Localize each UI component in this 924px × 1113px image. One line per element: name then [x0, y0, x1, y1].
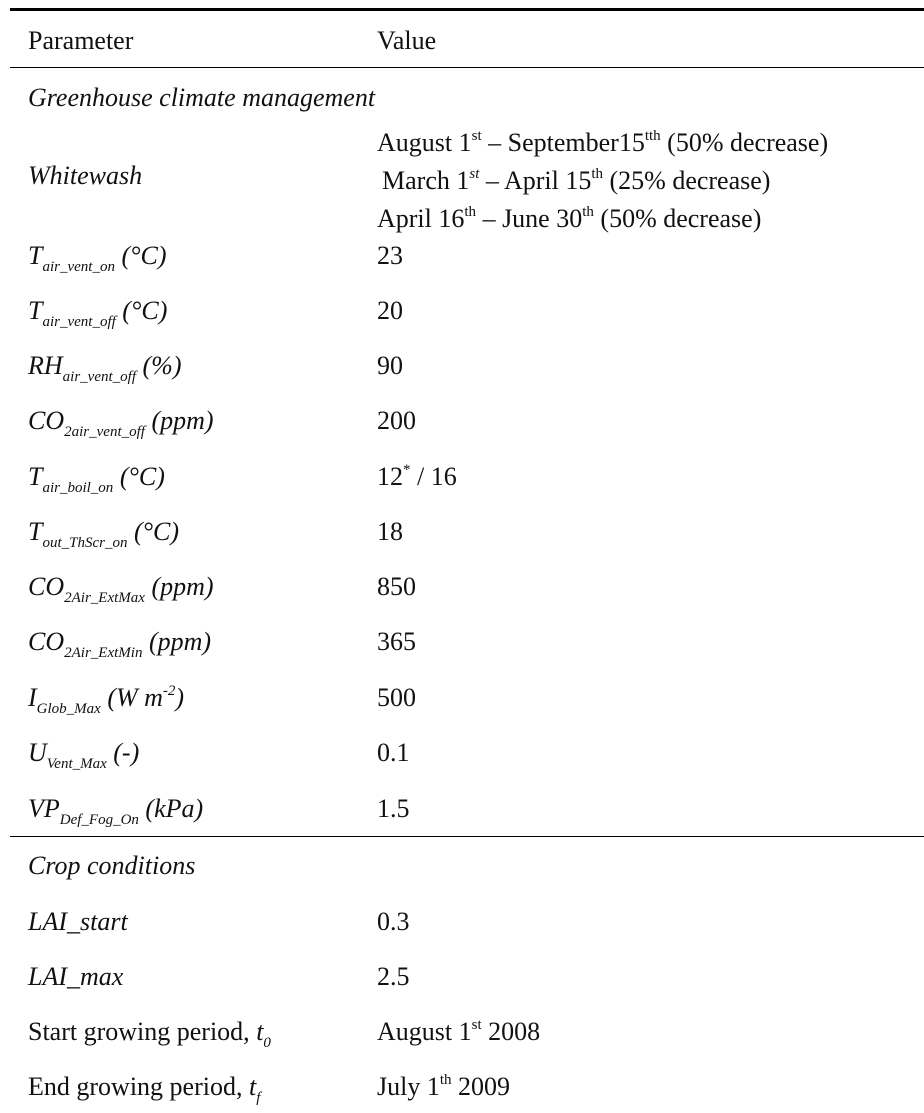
header-value: Value: [377, 26, 437, 55]
whitewash-line-2: March 1st – April 15th (25% decrease): [382, 166, 771, 195]
header-parameter: Parameter: [28, 26, 134, 55]
section-crop-title: Crop conditions: [28, 851, 196, 880]
section-rule: [10, 836, 924, 837]
whitewash-line-3: April 16th – June 30th (50% decrease): [377, 204, 762, 233]
whitewash-label: Whitewash: [28, 161, 143, 190]
section-climate-title: Greenhouse climate management: [28, 83, 376, 112]
whitewash-line-1: August 1st – September15tth (50% decreas…: [377, 128, 829, 157]
header-rule: [10, 67, 924, 68]
whitewash-value: August 1st – September15tth (50% decreas…: [377, 126, 828, 240]
top-rule: [10, 8, 924, 11]
